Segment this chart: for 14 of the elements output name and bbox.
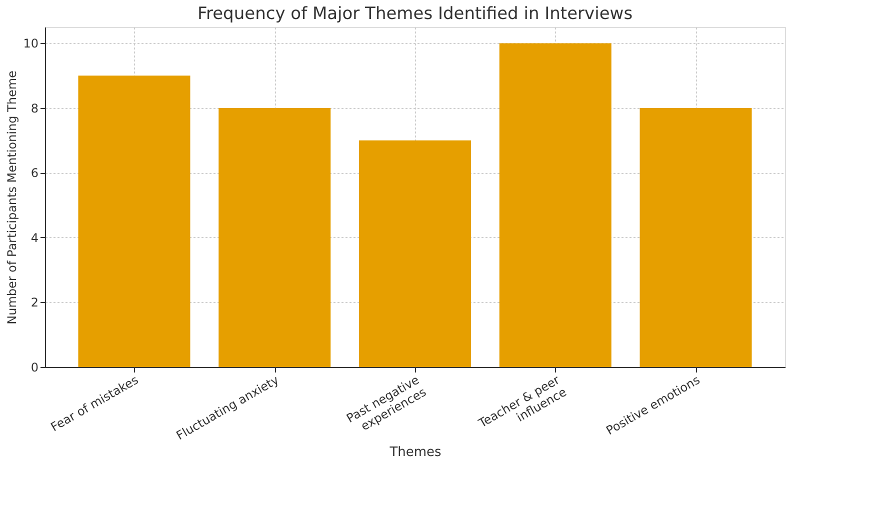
bar xyxy=(640,108,752,367)
y-tick-label: 4 xyxy=(30,230,38,245)
bar xyxy=(499,43,612,367)
chart-title: Frequency of Major Themes Identified in Interviews xyxy=(197,4,633,24)
bar xyxy=(218,108,331,367)
bar xyxy=(359,140,471,367)
y-tick-label: 8 xyxy=(30,101,38,116)
y-tick-label: 0 xyxy=(30,360,38,374)
y-tick-label: 2 xyxy=(30,296,38,310)
y-tick-label: 10 xyxy=(23,36,38,51)
x-axis-title: Themes xyxy=(388,444,442,460)
y-axis-title: Number of Participants Mentioning Theme xyxy=(5,70,20,324)
y-tick-label: 6 xyxy=(30,166,38,180)
bar xyxy=(78,76,190,367)
